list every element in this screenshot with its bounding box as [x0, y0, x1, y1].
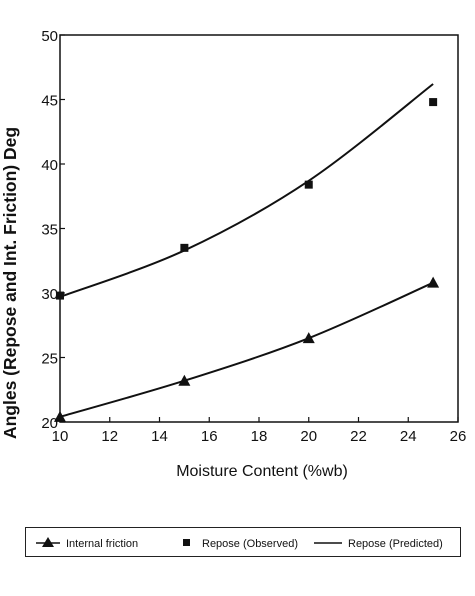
- x-tick-label: 26: [450, 428, 467, 445]
- triangle-marker-icon: [42, 537, 54, 547]
- x-tick-label: 16: [201, 428, 218, 445]
- x-tick-label: 20: [300, 428, 317, 445]
- square-point: [304, 180, 313, 189]
- legend-label: Internal friction: [66, 538, 138, 550]
- y-tick-label: 30: [41, 286, 58, 303]
- x-tick-label: 14: [151, 428, 168, 445]
- legend-item-repose-observed: Repose (Observed): [183, 538, 298, 550]
- y-axis-label: Angles (Repose and Int. Friction) Deg: [0, 127, 20, 439]
- legend-label: Repose (Predicted): [348, 538, 443, 550]
- x-axis-label: Moisture Content (%wb): [176, 463, 348, 480]
- square-point: [56, 291, 64, 300]
- series-line: [59, 281, 434, 418]
- y-tick-label: 45: [41, 93, 58, 110]
- plot-frame: [59, 34, 459, 423]
- x-tick-label: 12: [101, 428, 118, 445]
- legend-item-repose-predicted: Repose (Predicted): [314, 538, 443, 550]
- series-line: [59, 83, 434, 298]
- square-point: [429, 98, 438, 107]
- legend-item-internal-friction: Internal friction: [36, 537, 138, 550]
- triangle-point: [427, 276, 440, 288]
- triangle-point: [54, 410, 66, 422]
- triangle-point: [302, 332, 315, 344]
- x-tick-label: 18: [251, 428, 268, 445]
- plot-area: 10 12 14 16 18 20 22 24 26 20 25 30 35 40 45 50: [41, 28, 466, 445]
- legend-label: Repose (Observed): [202, 538, 298, 550]
- y-tick-label: 20: [41, 415, 58, 432]
- x-tick-label: 22: [350, 428, 367, 445]
- y-tick-label: 35: [41, 222, 58, 239]
- legend: Internal friction Repose (Observed) Repo…: [25, 527, 461, 557]
- y-tick-label: 25: [41, 351, 58, 368]
- x-tick-label: 10: [52, 428, 69, 445]
- square-marker-icon: [183, 539, 190, 546]
- y-tick-label: 50: [41, 28, 58, 45]
- square-point: [180, 243, 189, 252]
- y-tick-label: 40: [41, 157, 58, 174]
- x-tick-label: 24: [400, 428, 417, 445]
- triangle-point: [178, 374, 191, 386]
